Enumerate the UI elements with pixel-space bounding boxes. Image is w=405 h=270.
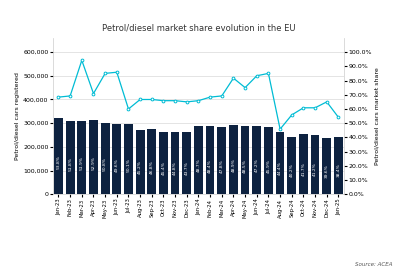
Y-axis label: Petrol/diesel cars market share: Petrol/diesel cars market share xyxy=(375,67,380,165)
Text: 38.4%: 38.4% xyxy=(337,164,341,177)
Text: 48.4%: 48.4% xyxy=(208,159,212,173)
Text: 45.2%: 45.2% xyxy=(138,161,142,174)
Bar xyxy=(241,126,249,194)
Bar xyxy=(299,134,308,194)
Bar xyxy=(276,131,284,194)
Bar xyxy=(322,138,331,194)
Bar xyxy=(89,120,98,194)
Text: 47.8%: 47.8% xyxy=(220,159,224,173)
Bar xyxy=(311,135,320,194)
Text: 51.9%: 51.9% xyxy=(80,157,84,170)
Bar xyxy=(264,127,273,194)
Text: 52.9%: 52.9% xyxy=(92,156,96,170)
Text: 45.9%: 45.9% xyxy=(266,159,271,173)
Text: 44.4%: 44.4% xyxy=(278,161,282,175)
Bar xyxy=(252,126,261,194)
Text: 47.2%: 47.2% xyxy=(255,159,259,172)
Bar xyxy=(54,119,63,194)
Bar xyxy=(124,124,133,194)
Text: 40.2%: 40.2% xyxy=(290,163,294,177)
Text: 49.6%: 49.6% xyxy=(115,158,119,171)
Bar xyxy=(77,121,86,194)
Bar xyxy=(101,123,109,194)
Bar xyxy=(217,127,226,194)
Text: 48.9%: 48.9% xyxy=(231,158,235,172)
Text: Source: ACEA: Source: ACEA xyxy=(355,262,393,267)
Bar xyxy=(194,126,203,194)
Text: 51.8%: 51.8% xyxy=(68,157,72,171)
Text: 48.5%: 48.5% xyxy=(243,159,247,173)
Text: 45.4%: 45.4% xyxy=(162,161,166,175)
Bar xyxy=(159,131,168,194)
Text: 48.7%: 48.7% xyxy=(196,159,200,172)
Text: 44.8%: 44.8% xyxy=(173,161,177,175)
Text: 50.1%: 50.1% xyxy=(126,158,130,172)
Bar xyxy=(334,137,343,194)
Bar xyxy=(147,129,156,194)
Text: 41.7%: 41.7% xyxy=(301,162,305,176)
Bar xyxy=(113,124,121,194)
Bar xyxy=(171,131,179,194)
Text: 43.7%: 43.7% xyxy=(185,161,189,175)
Text: 46.8%: 46.8% xyxy=(150,160,154,174)
Bar xyxy=(136,130,145,194)
Text: 39.6%: 39.6% xyxy=(325,164,329,178)
Text: 53.8%: 53.8% xyxy=(56,156,60,170)
Bar xyxy=(229,125,238,194)
Title: Petrol/diesel market share evolution in the EU: Petrol/diesel market share evolution in … xyxy=(102,24,295,33)
Text: 41.2%: 41.2% xyxy=(313,163,317,176)
Bar xyxy=(66,121,75,194)
Y-axis label: Petrol/diesel cars registered: Petrol/diesel cars registered xyxy=(15,72,20,160)
Bar xyxy=(288,137,296,194)
Bar xyxy=(206,126,215,194)
Text: 50.8%: 50.8% xyxy=(103,157,107,171)
Bar xyxy=(182,132,191,194)
